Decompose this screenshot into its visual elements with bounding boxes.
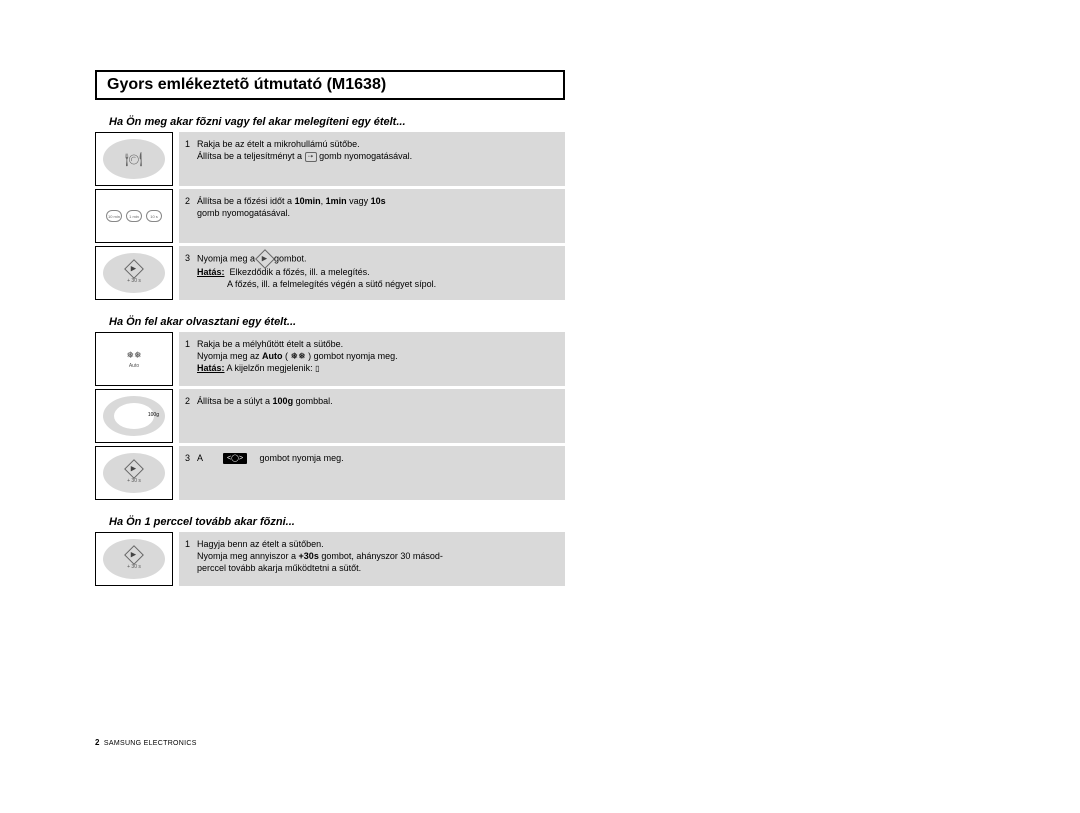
icon-cell-start: ▶ + 30 s xyxy=(95,246,173,300)
step-line: Rakja be az ételt a mikrohullámú sütőbe. xyxy=(197,139,360,149)
start-icon: ▶ + 30 s xyxy=(103,539,165,579)
step-body: Állítsa be a főzési időt a 10min, 1min v… xyxy=(197,195,557,237)
step-number: 1 xyxy=(185,338,197,380)
btn-10min-icon: 10 min xyxy=(106,210,122,222)
step-number: 1 xyxy=(185,538,197,580)
step-row: ▶ + 30 s 3 A <◯> gombot nyomja meg. xyxy=(95,446,565,500)
auto-defrost-icon: ❅❅ Auto xyxy=(126,350,141,369)
section-heading-1: Ha Ön meg akar fõzni vagy fel akar meleg… xyxy=(109,116,565,128)
icon-cell-dish: 🍽 xyxy=(95,132,173,186)
icon-cell-start: ▶ + 30 s xyxy=(95,532,173,586)
section-heading-2: Ha Ön fel akar olvasztani egy ételt... xyxy=(109,316,565,328)
power-icon: ⇢ xyxy=(305,152,317,162)
step-body: Hagyja benn az ételt a sütőben.Nyomja me… xyxy=(197,538,557,580)
icon-cell-100g: 100g xyxy=(95,389,173,443)
step-text: 1 Rakja be a mélyhűtött ételt a sütőbe.N… xyxy=(179,332,565,386)
diamond-icon: ▶ xyxy=(124,259,144,279)
step-text: 3 A <◯> gombot nyomja meg. xyxy=(179,446,565,500)
time-buttons-icon: 10 min 1 min 10 s xyxy=(106,210,162,222)
page-footer: 2 SAMSUNG ELECTRONICS xyxy=(95,738,197,747)
footer-brand: SAMSUNG ELECTRONICS xyxy=(104,740,197,747)
btn-1min-icon: 1 min xyxy=(126,210,142,222)
step-body: Rakja be az ételt a mikrohullámú sütőbe.… xyxy=(197,138,557,180)
icon-cell-time: 10 min 1 min 10 s xyxy=(95,189,173,243)
diamond-icon: ▶ xyxy=(124,545,144,565)
step-number: 3 xyxy=(185,452,197,494)
oval-100g-icon: 100g xyxy=(103,396,165,436)
g100-label: 100g xyxy=(148,412,159,418)
step-text: 2 Állítsa be a súlyt a 100g gombbal. xyxy=(179,389,565,443)
start-icon: ▶ + 30 s xyxy=(103,453,165,493)
auto-label: Auto xyxy=(129,363,139,369)
snowflake-icon: ❅❅ xyxy=(126,350,141,361)
step-row: 🍽 1 Rakja be az ételt a mikrohullámú süt… xyxy=(95,132,565,186)
btn-10s-icon: 10 s xyxy=(146,210,162,222)
title-box: Gyors emlékeztetõ útmutató (M1638) xyxy=(95,70,565,100)
step-text: 1 Hagyja benn az ételt a sütőben.Nyomja … xyxy=(179,532,565,586)
start-icon: ▶ + 30 s xyxy=(103,253,165,293)
step-row: ❅❅ Auto 1 Rakja be a mélyhűtött ételt a … xyxy=(95,332,565,386)
step-text: 2 Állítsa be a főzési időt a 10min, 1min… xyxy=(179,189,565,243)
step-number: 2 xyxy=(185,395,197,437)
step-body: A <◯> gombot nyomja meg. xyxy=(197,452,557,494)
icon-cell-start: ▶ + 30 s xyxy=(95,446,173,500)
step-row: 10 min 1 min 10 s 2 Állítsa be a főzési … xyxy=(95,189,565,243)
step-number: 3 xyxy=(185,252,197,294)
step-text: 3 Nyomja meg a ▶ gombot.Hatás: Elkezdődi… xyxy=(179,246,565,300)
dish-icon: 🍽 xyxy=(103,139,165,179)
step-body: Állítsa be a súlyt a 100g gombbal. xyxy=(197,395,557,437)
step-number: 1 xyxy=(185,138,197,180)
page-number: 2 xyxy=(95,738,99,747)
document-page: Gyors emlékeztetõ útmutató (M1638) Ha Ön… xyxy=(95,70,565,589)
step-number: 2 xyxy=(185,195,197,237)
step-row: ▶ + 30 s 3 Nyomja meg a ▶ gombot.Hatás: … xyxy=(95,246,565,300)
step-line: Állítsa be a teljesítményt a ⇢ gomb nyom… xyxy=(197,151,412,161)
step-text: 1 Rakja be az ételt a mikrohullámú sütőb… xyxy=(179,132,565,186)
icon-cell-auto: ❅❅ Auto xyxy=(95,332,173,386)
step-body: Rakja be a mélyhűtött ételt a sütőbe.Nyo… xyxy=(197,338,557,380)
page-title: Gyors emlékeztetõ útmutató (M1638) xyxy=(107,76,553,94)
step-row: 100g 2 Állítsa be a súlyt a 100g gombbal… xyxy=(95,389,565,443)
diamond-icon: ▶ xyxy=(124,459,144,479)
section-heading-3: Ha Ön 1 perccel tovább akar fõzni... xyxy=(109,516,565,528)
step-body: Nyomja meg a ▶ gombot.Hatás: Elkezdődik … xyxy=(197,252,557,294)
step-row: ▶ + 30 s 1 Hagyja benn az ételt a sütőbe… xyxy=(95,532,565,586)
